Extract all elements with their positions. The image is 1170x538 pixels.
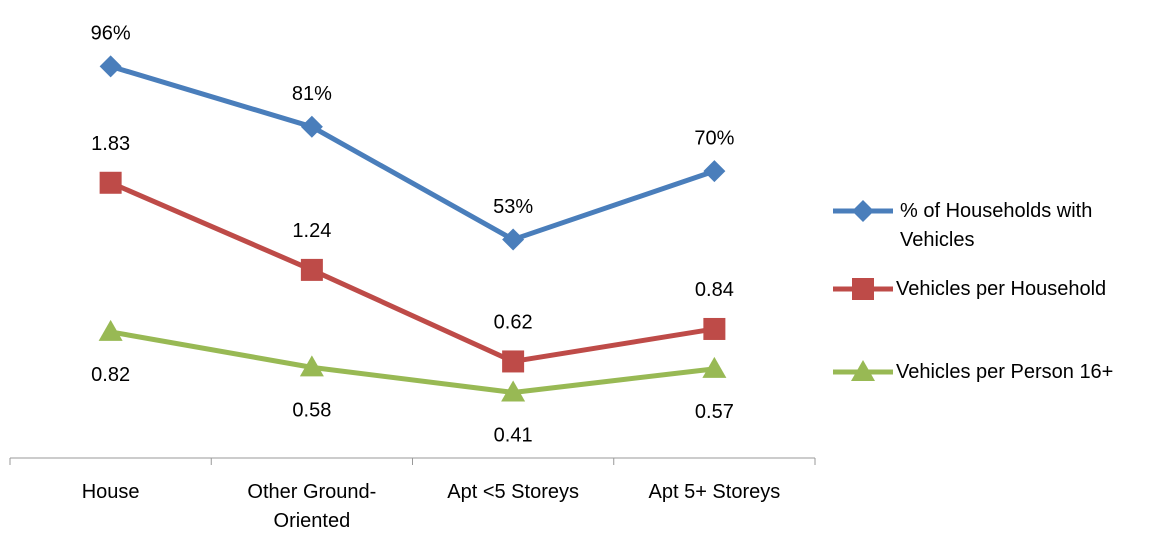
point [501,380,526,402]
x-tick-label: Apt <5 Storeys [447,481,579,503]
point [502,350,525,373]
data-label: 0.82 [91,364,130,386]
data-label: 0.41 [494,425,533,447]
point [703,317,726,340]
data-label: 70% [694,127,734,149]
point [300,115,323,138]
legend-marker [852,278,874,300]
point [299,355,324,377]
x-tick-label: Other Ground-Oriented [247,481,377,532]
point [99,171,122,194]
legend-marker [851,360,875,381]
data-label: 0.84 [695,279,734,301]
data-label: 81% [292,83,332,105]
data-label: 1.24 [292,220,331,242]
series-line [110,329,715,395]
series-line [109,180,715,364]
x-tick-label: House [81,481,140,503]
data-label: 53% [493,196,533,218]
point [703,160,726,183]
x-tick-label: Apt 5+ Storeys [648,481,781,503]
data-label: 0.62 [494,312,533,334]
legend-label: % of Households with Vehicles [900,200,1093,251]
data-label: 96% [91,23,131,45]
data-label: 0.57 [695,401,734,423]
point [99,55,122,78]
legend-marker [852,200,874,222]
point [502,228,525,251]
point [300,258,323,281]
series-line [109,63,716,243]
point [98,319,123,341]
data-label: 1.83 [91,133,130,155]
legend-label: Vehicles per Household [896,278,1107,300]
data-label: 0.58 [292,400,331,422]
legend-label: Vehicles per Person 16+ [896,361,1114,383]
point [702,356,727,378]
